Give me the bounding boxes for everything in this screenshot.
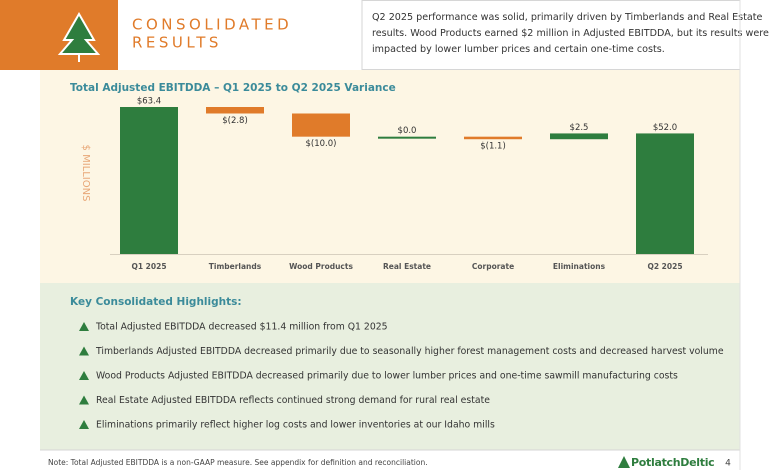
x-tick-label: Wood Products [289,262,353,271]
data-label: $52.0 [653,123,677,133]
x-tick-label: Eliminations [553,262,606,271]
bullet-icon [79,346,89,356]
summary-line: results. Wood Products earned $2 million… [372,28,769,39]
highlights-heading: Key Consolidated Highlights: [70,296,242,308]
data-label: $0.0 [398,126,417,136]
highlight-item: Wood Products Adjusted EBITDDA decreased… [96,371,678,382]
header-title: RESULTS [132,34,222,52]
bullet-icon [79,420,89,429]
summary-line: impacted by lower lumber prices and cert… [372,44,665,55]
data-label: $(2.8) [222,116,248,126]
bullet-icon [79,395,89,405]
summary-box [361,0,741,70]
data-label: $2.5 [570,123,589,133]
header-accent [0,0,118,70]
summary-line: Q2 2025 performance was solid, primarily… [372,12,763,23]
bar [636,133,694,254]
bullet-icon [79,371,89,380]
x-tick-label: Timberlands [209,262,262,271]
plot: $63.4 Q1 2025 $(2.8) Timberlands $(10.0) Wood… [120,97,694,271]
data-label: $(1.1) [480,142,506,152]
bar [378,136,436,139]
chart-title: Total Adjusted EBITDDA – Q1 2025 to Q2 2… [70,82,396,94]
bar [550,133,608,140]
logo-icon [618,456,630,468]
bar [464,136,522,140]
data-label: $(10.0) [306,139,337,149]
x-tick-label: Real Estate [383,262,431,271]
highlight-item: Eliminations primarily reflect higher lo… [96,420,495,431]
data-label: $63.4 [137,97,161,107]
tree-icon [57,11,101,62]
x-tick-label: Q2 2025 [647,262,682,271]
highlight-item: Timberlands Adjusted EBITDDA decreased p… [95,346,724,357]
footer-note: Note: Total Adjusted EBITDDA is a non-GA… [48,458,428,467]
x-tick-label: Q1 2025 [131,262,166,271]
highlights-list: Total Adjusted EBITDDA decreased $11.4 m… [79,322,724,431]
bar [292,113,350,137]
bar [120,107,178,254]
bar [206,107,264,114]
highlight-item: Real Estate Adjusted EBITDDA reflects co… [96,395,490,406]
x-tick-label: Corporate [472,262,514,271]
header-title: CONSOLIDATED [132,16,292,34]
bullet-icon [79,322,89,331]
highlights-panel [40,283,740,450]
page-number: 4 [725,459,731,469]
highlight-item: Total Adjusted EBITDDA decreased $11.4 m… [95,322,388,333]
logo: PotlatchDeltic [631,456,714,469]
y-axis-label: $ MILLIONS [80,145,91,202]
